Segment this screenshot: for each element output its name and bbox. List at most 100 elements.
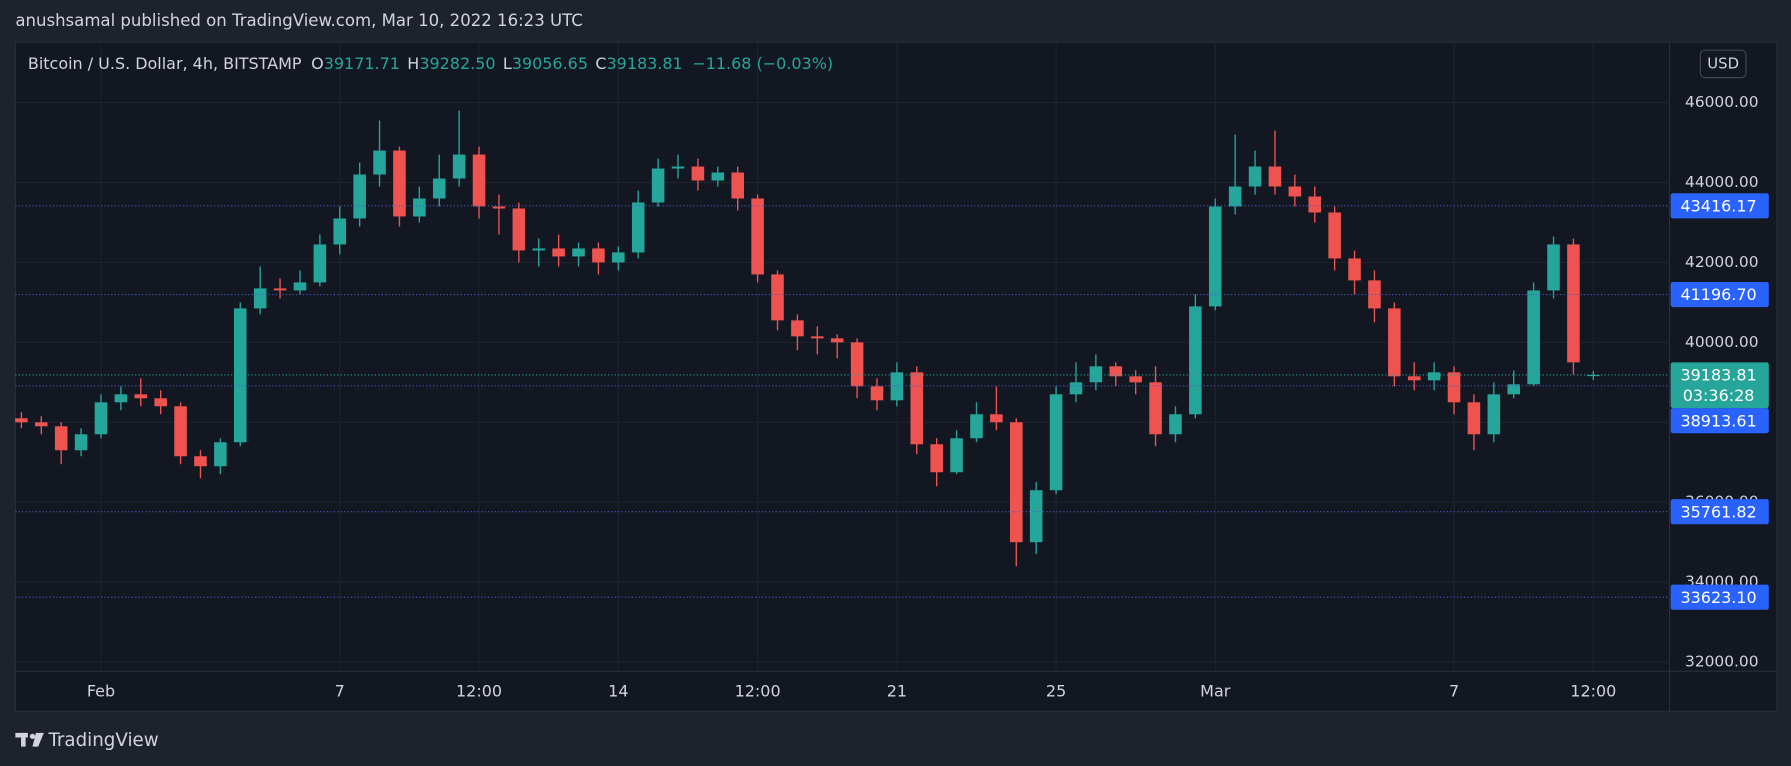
candle-body <box>1268 166 1282 187</box>
candle-body <box>1567 244 1580 363</box>
candle-body <box>1288 186 1302 197</box>
candle-body <box>293 282 307 291</box>
candle-body <box>1228 186 1242 207</box>
candle-body <box>1169 414 1182 435</box>
y-tick-label: 44000.00 <box>1685 173 1759 191</box>
candle-body <box>94 402 108 435</box>
low-label: L <box>503 53 512 72</box>
last-price-box <box>1670 362 1769 409</box>
candle-body <box>990 414 1003 423</box>
candle-body <box>850 342 864 387</box>
candle-body <box>1467 402 1481 435</box>
candle-body <box>233 308 247 443</box>
x-tick-label: 12:00 <box>456 681 502 700</box>
candle-body <box>651 168 665 203</box>
change: −11.68 (−0.03%) <box>692 53 833 72</box>
y-tick-label: 40000.00 <box>1685 333 1759 351</box>
y-tick-label: 42000.00 <box>1685 253 1759 271</box>
last-price-label: 39183.81 <box>1680 366 1756 385</box>
candle-body <box>452 154 466 179</box>
level-label: 41196.70 <box>1680 285 1756 304</box>
candle-body <box>273 288 287 291</box>
candle-body <box>1348 258 1361 281</box>
candle-body <box>413 198 426 217</box>
candle-body <box>512 208 526 251</box>
candles <box>15 110 1600 567</box>
candle-body <box>1189 306 1202 415</box>
currency-button[interactable] <box>1699 49 1747 79</box>
candle-body <box>711 172 725 181</box>
high-label: H <box>407 53 419 72</box>
candle-body <box>54 426 68 451</box>
y-tick-label: 32000.00 <box>1685 653 1759 671</box>
candle-body <box>74 434 88 451</box>
level-label-box <box>1670 499 1769 525</box>
level-label-box <box>1670 281 1769 308</box>
candle-body <box>771 274 784 321</box>
candle-body <box>1149 382 1162 435</box>
candle-body <box>492 206 506 209</box>
candle-body <box>532 248 546 251</box>
candle-body <box>1507 384 1521 395</box>
candle-body <box>592 248 605 263</box>
level-label: 35761.82 <box>1680 502 1756 521</box>
x-tick-label: 12:00 <box>1570 681 1616 700</box>
candle-body <box>333 218 347 245</box>
candle-body <box>313 244 327 283</box>
level-label-box <box>1670 584 1769 610</box>
candle-body <box>393 150 406 217</box>
candle-body <box>870 386 884 401</box>
candle-body <box>910 372 924 445</box>
candle-body <box>1587 374 1600 377</box>
candle-body <box>154 398 167 407</box>
candle-body <box>1029 490 1043 543</box>
logo-part <box>29 733 36 739</box>
candle-body <box>15 418 28 423</box>
candle-body <box>1069 382 1083 395</box>
x-tick-label: 25 <box>1046 681 1066 700</box>
candle-body <box>1248 166 1262 187</box>
candle-body <box>1368 280 1381 309</box>
x-tick-label: 7 <box>335 681 345 700</box>
candle-body <box>432 178 446 199</box>
candle-body <box>811 336 824 339</box>
x-tick-label: 14 <box>608 681 628 700</box>
candle-body <box>830 338 844 343</box>
candle-body <box>791 320 804 337</box>
candle-body <box>1089 366 1103 383</box>
candle-body <box>1407 376 1421 381</box>
candle-body <box>731 172 744 199</box>
candle-body <box>472 154 486 207</box>
x-tick-label: Feb <box>87 681 115 700</box>
logo <box>15 732 44 747</box>
candle-body <box>35 422 48 427</box>
candle-body <box>353 174 366 219</box>
candle-body <box>1547 244 1560 291</box>
x-tick-label: Mar <box>1200 681 1231 700</box>
candle-body <box>373 150 386 175</box>
candle-body <box>671 166 685 169</box>
candle-body <box>1527 290 1540 385</box>
brand: TradingView <box>47 730 158 751</box>
currency[interactable]: USD <box>1707 55 1739 72</box>
symbol: Bitcoin / U.S. Dollar, 4h, BITSTAMP <box>28 53 302 72</box>
candle-body <box>970 414 983 439</box>
candle-body <box>174 406 187 457</box>
logo-part <box>32 732 44 747</box>
candle-body <box>1447 372 1461 403</box>
close-value: 39183.81 <box>607 53 683 72</box>
candle-body <box>950 438 963 473</box>
level-label: 43416.17 <box>1680 196 1756 215</box>
candle-body <box>1010 422 1023 543</box>
candle-body <box>1487 394 1501 435</box>
legend: Bitcoin / U.S. Dollar, 4h, BITSTAMP O391… <box>28 53 833 72</box>
candle-body <box>1129 376 1142 383</box>
logo-part <box>21 732 26 747</box>
level-label-box <box>1670 408 1769 434</box>
candle-body <box>1109 366 1123 377</box>
candle-body <box>552 248 565 257</box>
countdown: 03:36:28 <box>1683 386 1755 405</box>
y-tick-label: 46000.00 <box>1685 93 1759 111</box>
